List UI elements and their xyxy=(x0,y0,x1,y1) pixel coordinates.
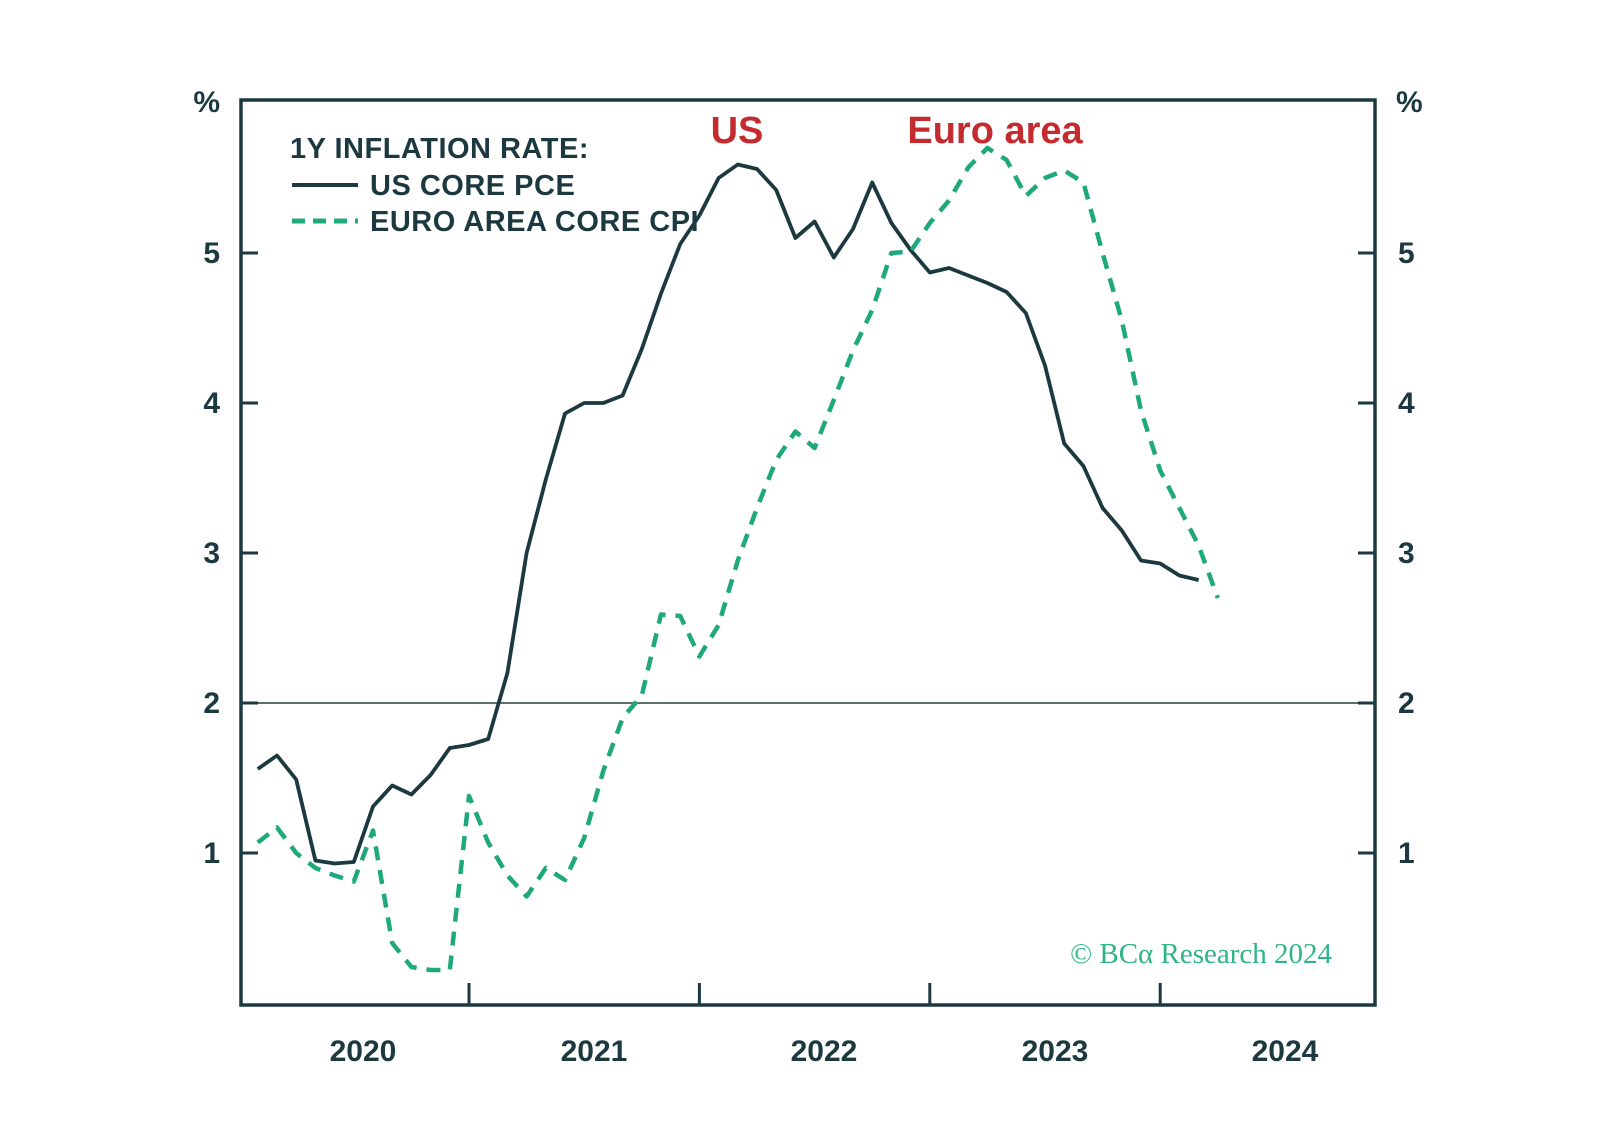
x-tick-label-2023: 2023 xyxy=(1022,1035,1089,1068)
y-tick-label-right-5: 5 xyxy=(1398,237,1415,270)
y-tick-label-left-2: 2 xyxy=(203,687,220,720)
y-tick-label-right-1: 1 xyxy=(1398,837,1415,870)
x-tick-label-2021: 2021 xyxy=(561,1035,628,1068)
y-tick-label-left-1: 1 xyxy=(203,837,220,870)
x-tick-label-2024: 2024 xyxy=(1252,1035,1319,1068)
annotation-euro-area: Euro area xyxy=(907,110,1083,152)
x-tick-label-2020: 2020 xyxy=(330,1035,397,1068)
attribution-bca-research: © BCα Research 2024 xyxy=(1070,938,1332,970)
legend-label-euro-area-core-cpi: EURO AREA CORE CPI xyxy=(370,206,699,238)
series-line-euro-area-core-cpi xyxy=(256,145,1220,973)
y-tick-label-left-5: 5 xyxy=(203,237,220,270)
legend-label-us-core-pce: US CORE PCE xyxy=(370,170,575,202)
legend-title: 1Y INFLATION RATE: xyxy=(290,133,589,165)
y-tick-label-right-3: 3 xyxy=(1398,537,1415,570)
plot-area xyxy=(239,98,1377,1007)
y-tick-label-right-2: 2 xyxy=(1398,687,1415,720)
y-tick-label-right-4: 4 xyxy=(1398,387,1415,420)
annotation-us: US xyxy=(711,110,764,152)
y-tick-label-left-3: 3 xyxy=(203,537,220,570)
series-line-us-core-pce xyxy=(256,162,1200,866)
y-axis-unit-right: % xyxy=(1396,86,1423,119)
x-tick-label-2022: 2022 xyxy=(791,1035,858,1068)
legend: 1Y INFLATION RATE: US CORE PCE EURO AREA… xyxy=(290,133,699,238)
y-tick-label-left-4: 4 xyxy=(203,387,220,420)
y-axis-unit-left: % xyxy=(193,86,220,119)
